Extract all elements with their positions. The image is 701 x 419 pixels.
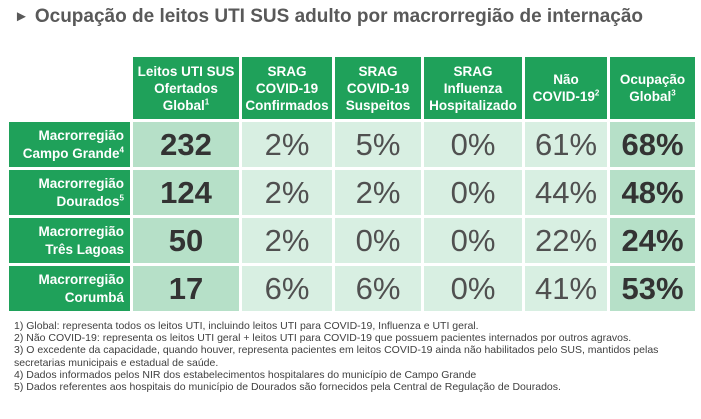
column-header: SRAG COVID-19 Suspeitos: [335, 57, 421, 119]
table-cell: 0%: [335, 218, 421, 263]
table-header-row: Leitos UTI SUS Ofertados Global1 SRAG CO…: [9, 57, 695, 119]
row-header: Macrorregião Campo Grande4: [9, 122, 130, 167]
footnote: 3) O excedente da capacidade, quando hou…: [14, 344, 659, 369]
row-header: Macrorregião Dourados5: [9, 170, 130, 215]
title-text: Ocupação de leitos UTI SUS adulto por ma…: [34, 6, 643, 27]
table-cell: 44%: [525, 170, 607, 215]
footnote: 1) Global: representa todos os leitos UT…: [14, 320, 479, 332]
play-arrow-icon: ►: [14, 8, 29, 25]
table-cell: 17: [133, 266, 239, 311]
table-cell: 22%: [525, 218, 607, 263]
table-cell: 124: [133, 170, 239, 215]
table-cell: 6%: [335, 266, 421, 311]
column-header: Leitos UTI SUS Ofertados Global1: [133, 57, 239, 119]
row-header: Macrorregião Corumbá: [9, 266, 130, 311]
footnote: 4) Dados informados pelos NIR dos estabe…: [14, 368, 477, 381]
table-cell: 0%: [424, 266, 522, 311]
table-cell: 48%: [610, 170, 695, 215]
table-cell: 0%: [424, 122, 522, 167]
table-cell: 6%: [242, 266, 332, 311]
table-cell: 2%: [242, 218, 332, 263]
table-cell: 24%: [610, 218, 695, 263]
column-header: SRAG Influenza Hospitalizado: [424, 57, 522, 119]
table-cell: 61%: [525, 122, 607, 167]
footnote: 5) Dados referentes aos hospitais do mun…: [14, 381, 561, 394]
table-cell: 2%: [335, 170, 421, 215]
occupancy-table: Leitos UTI SUS Ofertados Global1 SRAG CO…: [6, 54, 698, 314]
table-cell: 5%: [335, 122, 421, 167]
table-cell: 2%: [242, 122, 332, 167]
table-row: Macrorregião Corumbá 17 6% 6% 0% 41% 53%: [9, 266, 695, 311]
table-row: Macrorregião Campo Grande4 232 2% 5% 0% …: [9, 122, 695, 167]
column-header: SRAG COVID-19 Confirmados: [242, 57, 332, 119]
table-cell: 50: [133, 218, 239, 263]
table-cell: 53%: [610, 266, 695, 311]
footnotes: 1) Global: representa todos os leitos UT…: [14, 320, 694, 393]
table-cell: 68%: [610, 122, 695, 167]
table-cell: 0%: [424, 218, 522, 263]
column-header: Não COVID-192: [525, 57, 607, 119]
table-cell: 41%: [525, 266, 607, 311]
table-cell: 0%: [424, 170, 522, 215]
table-row: Macrorregião Dourados5 124 2% 2% 0% 44% …: [9, 170, 695, 215]
table-cell: 232: [133, 122, 239, 167]
column-header: Ocupação Global3: [610, 57, 695, 119]
table-cell: 2%: [242, 170, 332, 215]
table-row: Macrorregião Três Lagoas 50 2% 0% 0% 22%…: [9, 218, 695, 263]
table-corner: [9, 57, 130, 119]
page-title: ► Ocupação de leitos UTI SUS adulto por m…: [14, 6, 643, 28]
footnote: 2) Não COVID-19: representa os leitos UT…: [14, 332, 632, 345]
row-header: Macrorregião Três Lagoas: [9, 218, 130, 263]
